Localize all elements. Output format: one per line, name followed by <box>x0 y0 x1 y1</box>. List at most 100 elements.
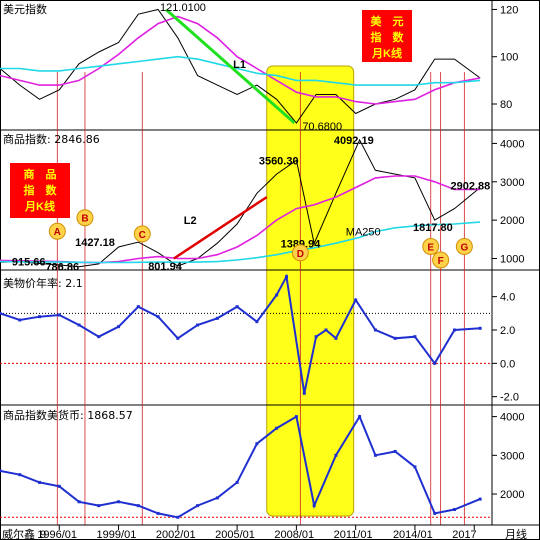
trendline-l1 <box>164 8 296 125</box>
inflation-point <box>77 323 81 327</box>
trendline-l2 <box>173 196 268 260</box>
price-annotation: 801.94 <box>148 261 183 273</box>
commodity-dollar-point <box>255 442 259 446</box>
inflation-point <box>235 305 239 309</box>
commodity-dollar-point <box>334 453 338 457</box>
commodity-dollar-point <box>18 473 22 477</box>
y-tick-label: 2000 <box>500 489 524 501</box>
inflation-point <box>176 336 180 340</box>
inflation-point <box>373 328 377 332</box>
commodity-dollar-point <box>413 465 417 469</box>
event-marker <box>76 209 94 227</box>
commodity-ma250-line <box>0 221 481 264</box>
commodity-dollar-point <box>358 415 362 419</box>
inflation-point <box>117 325 121 329</box>
commodity-dollar-point <box>373 453 377 457</box>
dollar-ma-line <box>0 15 481 105</box>
commodity-dollar-point <box>57 484 61 488</box>
inflation-point <box>314 335 318 339</box>
x-axis-unit: 月线 <box>505 527 527 540</box>
dollar-long-ma-line <box>0 55 481 86</box>
commodity-dollar-point <box>0 469 2 473</box>
x-tick-label: 1996/01 <box>37 529 77 540</box>
price-annotation: 915.66 <box>12 257 46 269</box>
inflation-point <box>136 305 140 309</box>
x-tick-label: 2005/01 <box>215 529 255 540</box>
x-tick-label: 1999/01 <box>97 529 137 540</box>
inflation-point <box>413 335 417 339</box>
highlight-band <box>266 65 355 517</box>
event-marker <box>48 222 66 240</box>
inflation-point <box>196 323 200 327</box>
y-tick-label: 100 <box>500 52 518 64</box>
x-tick-label: 2017 <box>452 529 476 540</box>
commodity-dollar-point <box>136 504 140 508</box>
commodity-dollar-point <box>176 515 180 519</box>
badge-text: 美 元 <box>371 14 404 28</box>
inflation-point <box>334 336 338 340</box>
event-marker <box>291 244 309 262</box>
trendline-label: L1 <box>233 59 246 71</box>
price-annotation: 2902.88 <box>451 181 491 193</box>
commodity-dollar-point <box>235 480 239 484</box>
commodity-dollar-point <box>312 504 316 508</box>
commodity-dollar-point <box>433 511 437 515</box>
event-marker-label: E <box>427 243 434 254</box>
x-tick-label: 2011/01 <box>334 529 373 540</box>
inflation-point <box>215 316 219 320</box>
price-annotation: 3560.30 <box>259 155 299 167</box>
commodity-dollar-point <box>38 480 42 484</box>
event-marker-label: G <box>460 243 468 254</box>
commodity-dollar-point <box>275 426 279 430</box>
price-annotation: 70.6800 <box>302 121 342 133</box>
event-marker <box>455 238 473 255</box>
event-marker <box>133 225 151 243</box>
commodity-dollar-point <box>452 508 456 512</box>
inflation-point <box>57 313 61 317</box>
commodity-dollar-point <box>97 504 101 508</box>
panel-title: 商品指数: 2846.86 <box>3 132 100 146</box>
inflation-point <box>324 328 328 332</box>
y-tick-label: 0.0 <box>500 358 515 370</box>
event-marker-label: B <box>81 214 88 225</box>
brand-suffix: 9 <box>40 529 46 540</box>
y-tick-label: 2.0 <box>500 325 515 337</box>
badge-text: 指 数 <box>371 30 405 44</box>
price-annotation: 786.86 <box>45 262 79 274</box>
panel-badge <box>362 10 412 62</box>
badge-text: 月K线 <box>371 46 402 60</box>
commodity-dollar-point <box>196 504 200 508</box>
event-marker-label: A <box>54 227 61 238</box>
panel-badge <box>10 163 70 218</box>
x-tick-label: 2008/01 <box>274 529 314 540</box>
commodity-dollar-point <box>77 500 81 504</box>
inflation-point <box>156 315 160 319</box>
event-marker-label: D <box>297 249 304 260</box>
panel-title: 美元指数 <box>3 2 47 16</box>
event-marker-label: F <box>438 256 444 267</box>
inflation-point <box>433 361 437 365</box>
inflation-point <box>302 391 306 395</box>
y-tick-label: 4000 <box>500 412 524 424</box>
price-annotation: 121.0100 <box>160 2 206 14</box>
panel-title: 美物价年率: 2.1 <box>3 276 83 290</box>
badge-text: 月K线 <box>24 199 55 213</box>
inflation-point <box>285 275 289 279</box>
y-tick-label: 80 <box>500 99 512 111</box>
y-tick-label: 4000 <box>500 138 524 150</box>
inflation-point <box>18 318 22 322</box>
inflation-point <box>275 293 279 297</box>
y-tick-label: 4.0 <box>500 292 515 304</box>
inflation-point <box>354 298 358 302</box>
brand-label: 威尔鑫 <box>2 527 35 540</box>
x-tick-label: 2002/01 <box>156 529 196 540</box>
event-marker-label: C <box>139 230 146 241</box>
commodity-price-line <box>0 138 481 268</box>
badge-text: 指 数 <box>24 183 58 197</box>
inflation-point <box>255 320 259 324</box>
inflation-point <box>38 315 42 319</box>
badge-text: 商 品 <box>24 167 57 181</box>
event-marker <box>422 238 440 255</box>
price-annotation: 1817.80 <box>413 222 453 234</box>
